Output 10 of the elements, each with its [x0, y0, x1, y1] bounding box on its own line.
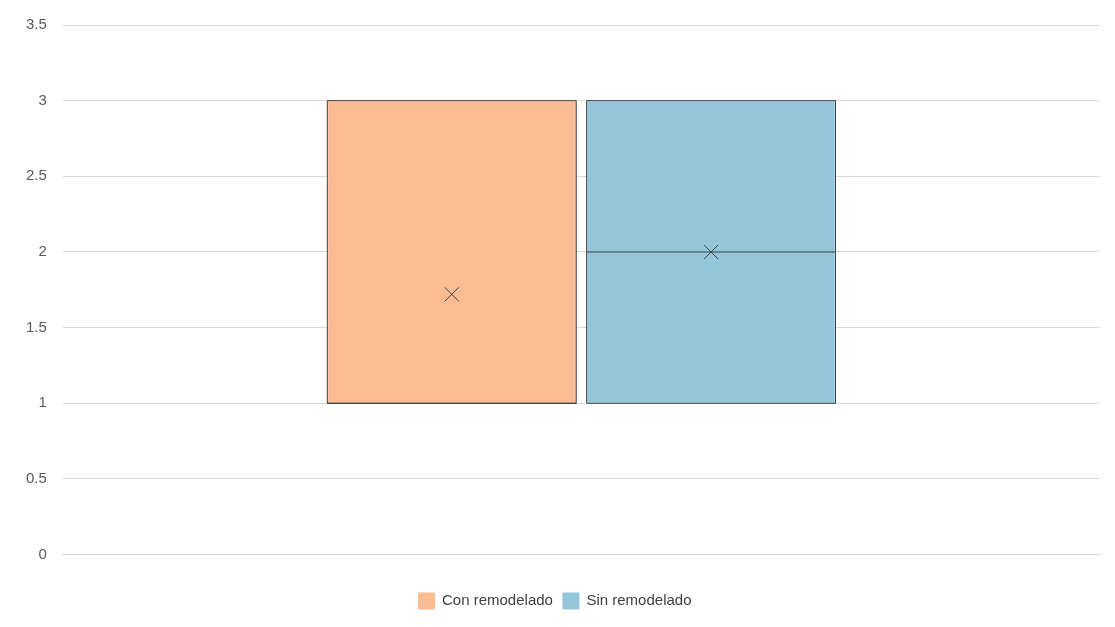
- y-tick-label: 1: [38, 393, 47, 411]
- y-tick-label: 3: [38, 90, 47, 108]
- y-tick-label: 2.5: [25, 166, 47, 184]
- y-tick-label: 0: [38, 544, 47, 562]
- y-tick-label: 3.5: [25, 15, 47, 33]
- legend-label: Sin remodelado: [586, 591, 692, 609]
- y-tick-label: 2: [38, 242, 47, 260]
- legend-label: Con remodelado: [442, 591, 553, 609]
- y-tick-label: 0.5: [25, 469, 47, 487]
- y-tick-label: 1.5: [25, 317, 47, 335]
